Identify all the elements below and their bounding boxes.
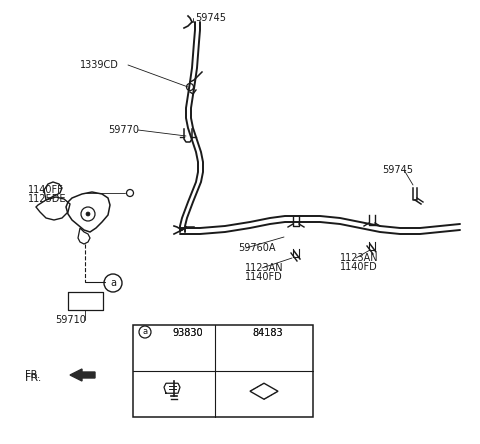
Text: 1140FD: 1140FD — [245, 272, 283, 282]
Text: FR.: FR. — [25, 370, 40, 380]
Text: a: a — [110, 278, 116, 288]
Text: 1125DE: 1125DE — [28, 194, 67, 204]
Text: 59770: 59770 — [108, 125, 139, 135]
Text: a: a — [143, 328, 147, 337]
Text: FR.: FR. — [25, 373, 42, 383]
Text: 93830: 93830 — [172, 328, 203, 338]
Text: 84183: 84183 — [252, 328, 283, 338]
Text: 84183: 84183 — [252, 328, 283, 338]
Text: 59745: 59745 — [195, 13, 226, 23]
Text: 1140FD: 1140FD — [340, 262, 378, 272]
Text: 59710: 59710 — [55, 315, 86, 325]
Bar — [133, 325, 313, 417]
Text: 59745: 59745 — [382, 165, 413, 175]
Text: 1123AN: 1123AN — [340, 253, 379, 263]
Polygon shape — [70, 369, 95, 381]
Circle shape — [86, 212, 90, 216]
Text: 59760A: 59760A — [238, 243, 276, 253]
Text: 1123AN: 1123AN — [245, 263, 284, 273]
Text: 93830: 93830 — [172, 328, 203, 338]
Text: 1339CD: 1339CD — [80, 60, 119, 70]
Text: 1140FF: 1140FF — [28, 185, 64, 195]
